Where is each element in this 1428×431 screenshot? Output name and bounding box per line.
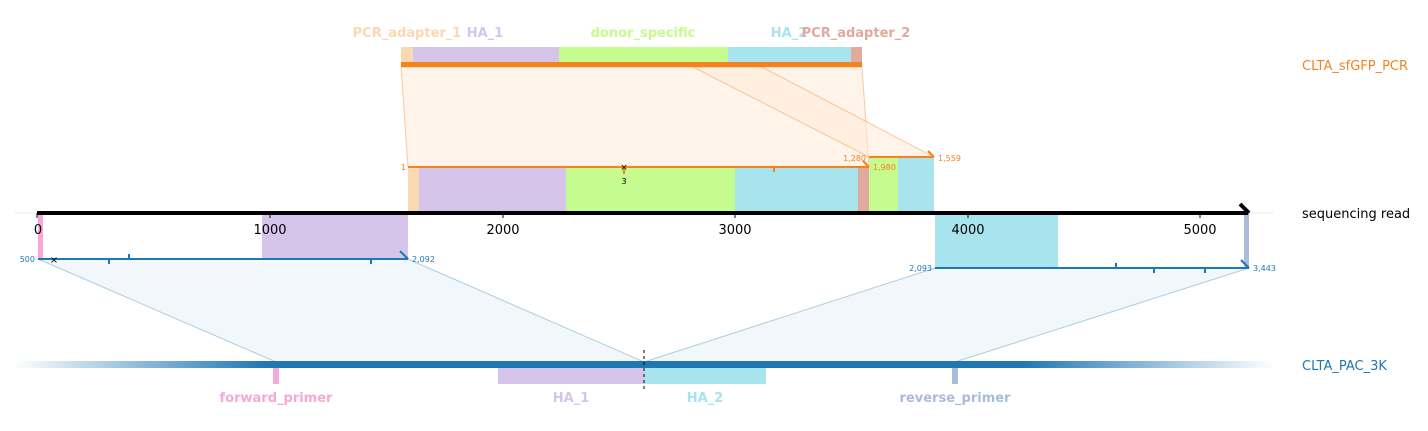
read-reverse-primer-block [1244,213,1249,268]
tick-label: 0 [34,223,42,238]
pcr-track-label: CLTA_sfGFP_PCR [1302,59,1408,74]
pcr-mismatch-mark: × [620,163,628,173]
tick-label: 2000 [486,223,519,238]
pcr-b-end: 1,559 [938,154,961,163]
read-ha-2-lower-block [935,213,1058,268]
pcr-alignment-b [869,150,935,158]
read-ha-1-lower-block [262,213,408,259]
tick-label: 4000 [951,223,984,238]
pcr-adapter-2-label: PCR_adapter_2 [802,26,911,41]
tick-label: 1000 [253,223,286,238]
pac-alignment-b [935,259,1250,273]
pcr-adapter-1-label: PCR_adapter_1 [353,26,462,41]
tick-label: 3000 [718,223,751,238]
pac-track-label: CLTA_PAC_3K [1302,359,1387,374]
pcr-ha-1-label: HA_1 [467,26,504,41]
pcr-adapter-2-block [851,47,862,63]
pcr-ha-2-label: HA_2 [771,26,808,41]
read-forward-primer-block [38,213,43,259]
pac-reverse-primer-block [952,365,958,384]
sequencing-read-label: sequencing read [1302,207,1410,222]
tick-label: 5000 [1183,223,1216,238]
read-adapter-1-block [408,167,419,212]
pac-a-end: 2,092 [412,255,435,264]
pac-ha-2-label: HA_2 [687,391,724,406]
pac-ha-2-block [644,365,766,384]
pac-b-end: 3,443 [1253,264,1276,273]
read-ha-1-block [419,167,566,212]
pcr-reference-bar [401,62,862,67]
pcr-reference [401,47,862,67]
pac-alignment-a: × [38,250,409,266]
pac-mismatch-mark: × [50,255,58,266]
pcr-adapter-1-block [401,47,413,63]
pcr-donor-block [559,47,728,63]
axis-ticks: 0 1000 2000 3000 4000 5000 [34,213,1217,238]
pcr-ha-2-block [728,47,851,63]
read-donor-block [566,167,735,212]
pcr-donor-label: donor_specific [591,26,696,41]
pac-forward-primer-label: forward_primer [220,391,334,406]
pac-b-start: 2,093 [909,264,932,273]
pcr-alignment-a: × [408,160,870,174]
pac-ha-1-label: HA_1 [553,391,590,406]
read-donor-b-block [869,157,898,212]
pcr-a-end: 1,280 [843,154,866,163]
pcr-a-start: 1 [401,163,406,172]
pac-forward-primer-block [273,365,279,384]
pac-projection-a [37,258,645,363]
read-adapter-2-block [858,167,869,212]
pcr-a-marker: 3 [621,177,626,186]
pcr-ha-1-block [413,47,559,63]
pac-projection-b [643,267,1250,363]
read-ha-2-block [735,167,858,212]
read-ha-2-b-block [898,157,934,212]
sequencing-read-arrowhead [1238,202,1251,215]
pac-ha-1-block [498,365,644,384]
pac-reverse-primer-label: reverse_primer [900,391,1012,406]
pac-a-start: 500 [20,255,35,264]
pcr-a-end-alt: 1,980 [873,163,896,172]
